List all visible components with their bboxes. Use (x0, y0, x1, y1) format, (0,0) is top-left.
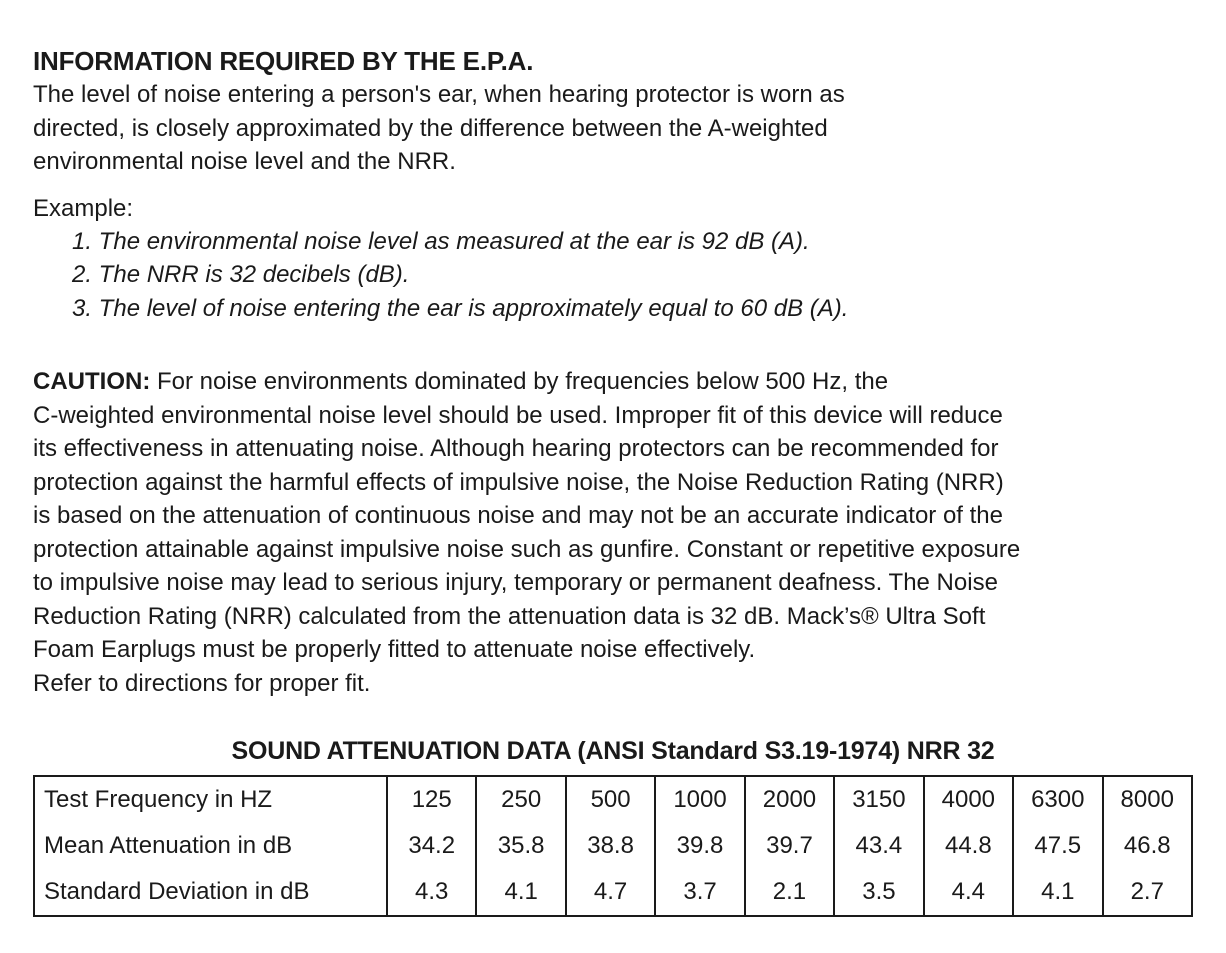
epa-heading: INFORMATION REQUIRED BY THE E.P.A. (33, 46, 534, 76)
table-cell: 8000 (1101, 776, 1192, 824)
caution-label: CAUTION: (33, 368, 151, 396)
table-row-label: Test Frequency in HZ (34, 776, 388, 824)
table-cell: 3.7 (654, 869, 746, 917)
table-cell: 125 (385, 776, 478, 824)
table-cell: 2000 (743, 776, 836, 824)
table-cell: 250 (475, 776, 567, 824)
table-cell: 4.1 (475, 869, 567, 917)
table-cell: 46.8 (1101, 823, 1192, 870)
table-cell: 4.7 (564, 869, 657, 917)
example-item-3: 3. The level of noise entering the ear i… (72, 294, 849, 322)
table-cell: 4.3 (385, 869, 478, 917)
table-row-standard-deviation: Standard Deviation in dB 4.3 4.1 4.7 3.7… (34, 869, 1192, 917)
table-cell: 500 (564, 776, 657, 824)
table-cell: 39.8 (654, 823, 746, 870)
attenuation-table: Test Frequency in HZ 125 250 500 1000 20… (33, 775, 1193, 918)
example-label: Example: (33, 194, 134, 222)
table-cell: 4.4 (922, 869, 1015, 917)
table-cell: 4000 (922, 776, 1015, 824)
table-cell: 2.1 (743, 869, 836, 917)
example-item-2: 2. The NRR is 32 decibels (dB). (72, 261, 410, 289)
table-cell: 3.5 (833, 869, 925, 917)
table-cell: 1000 (654, 776, 746, 824)
table-row-frequency: Test Frequency in HZ 125 250 500 1000 20… (34, 776, 1192, 824)
table-row-mean-attenuation: Mean Attenuation in dB 34.2 35.8 38.8 39… (34, 823, 1192, 870)
table-cell: 47.5 (1012, 823, 1104, 870)
table-cell: 38.8 (564, 823, 657, 870)
attenuation-table-title: SOUND ATTENUATION DATA (ANSI Standard S3… (231, 737, 995, 766)
example-list: 1. The environmental noise level as meas… (33, 225, 1193, 325)
epa-body-paragraph: The level of noise entering a person's e… (33, 81, 845, 175)
table-cell: 35.8 (475, 823, 567, 870)
table-cell: 2.7 (1101, 869, 1192, 917)
table-cell: 4.1 (1012, 869, 1104, 917)
table-cell: 44.8 (922, 823, 1015, 870)
table-row-label: Standard Deviation in dB (34, 869, 388, 917)
caution-body: For noise environments dominated by freq… (33, 368, 1021, 697)
table-cell: 6300 (1012, 776, 1104, 824)
caution-paragraph: CAUTION: For noise environments dominate… (33, 365, 1193, 700)
table-cell: 43.4 (833, 823, 925, 870)
table-cell: 39.7 (743, 823, 836, 870)
table-cell: 3150 (833, 776, 925, 824)
example-item-1: 1. The environmental noise level as meas… (72, 228, 810, 255)
table-row-label: Mean Attenuation in dB (34, 823, 388, 870)
table-cell: 34.2 (385, 823, 478, 870)
